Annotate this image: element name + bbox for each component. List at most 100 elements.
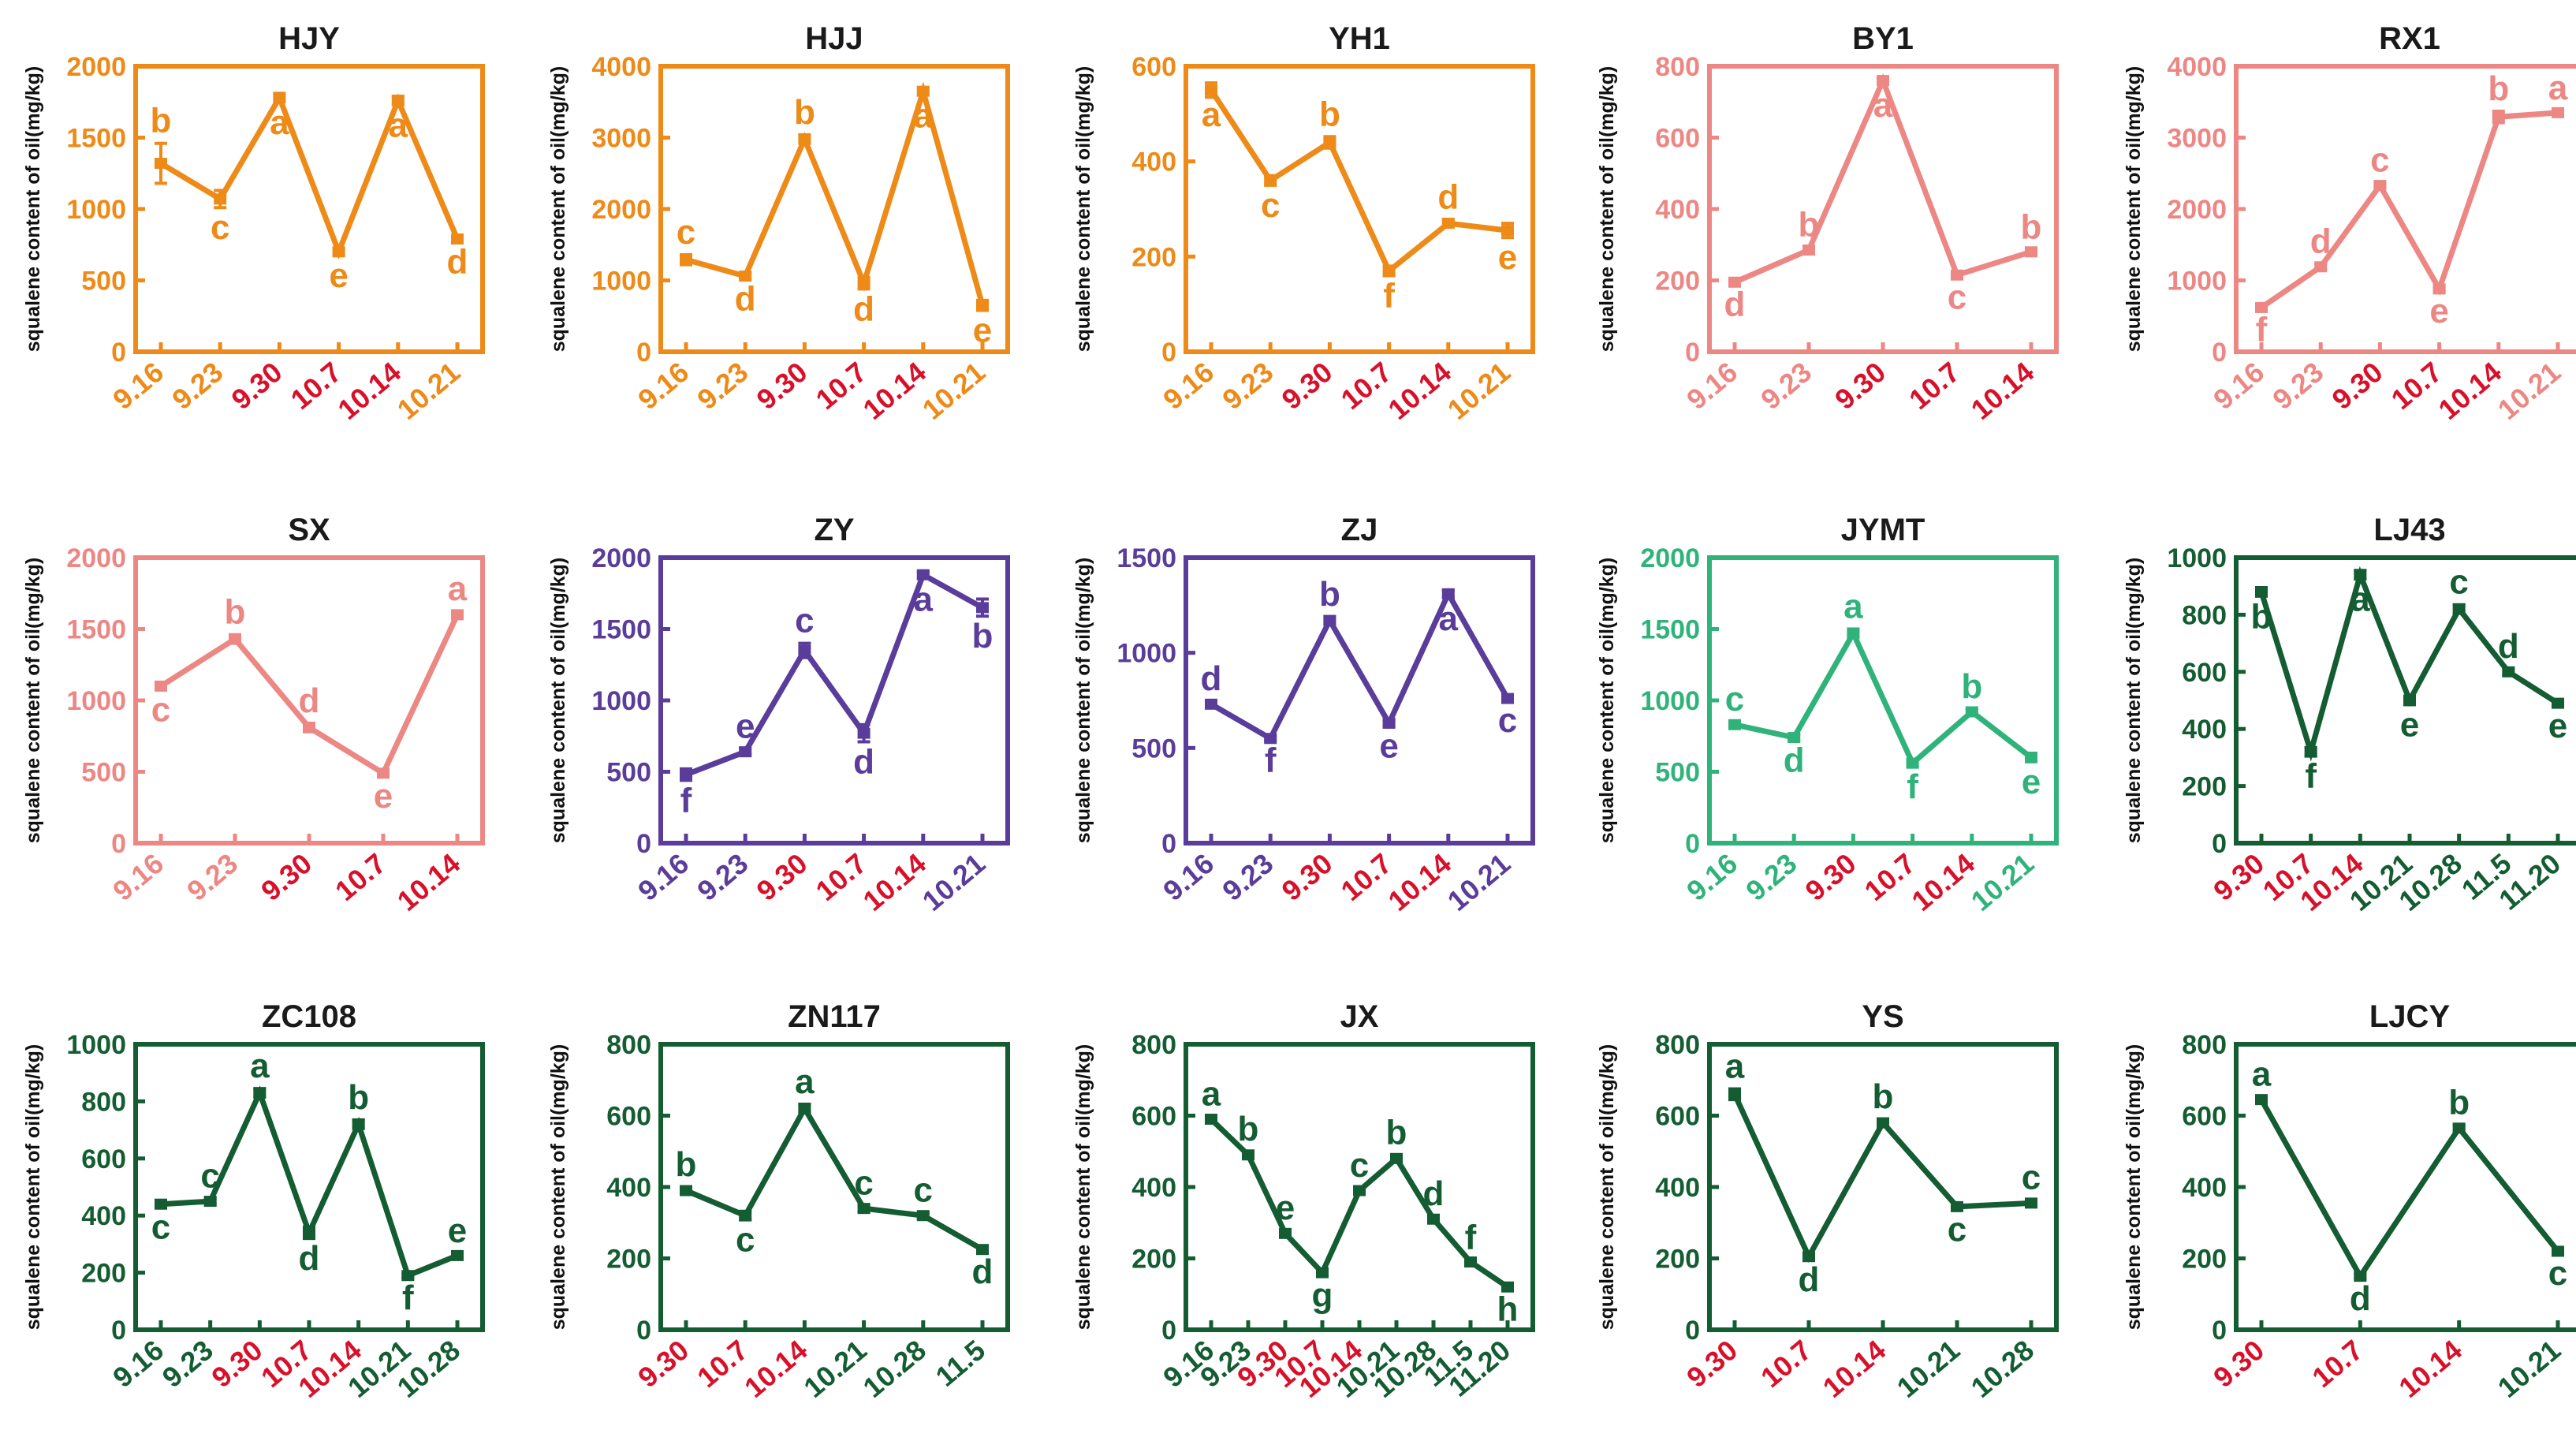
data-point bbox=[2304, 746, 2317, 758]
data-point bbox=[680, 254, 692, 266]
y-tick-label: 600 bbox=[1131, 1102, 1176, 1132]
x-tick-label: 10.7 bbox=[1903, 356, 1966, 416]
significance-letter: d bbox=[447, 243, 468, 282]
significance-letter: d bbox=[853, 742, 874, 781]
x-tick-label: 10.14 bbox=[1382, 356, 1457, 426]
plot-frame bbox=[1184, 64, 1535, 354]
significance-letter: e bbox=[329, 256, 348, 295]
significance-letter: a bbox=[1202, 1074, 1221, 1113]
x-tick-label: 10.21 bbox=[1441, 356, 1516, 426]
significance-letter: c bbox=[1498, 701, 1517, 740]
data-point bbox=[798, 133, 811, 145]
significance-letter: b bbox=[1873, 1077, 1894, 1116]
significance-letter: b bbox=[1799, 205, 1820, 244]
significance-letter: b bbox=[2448, 1084, 2470, 1122]
data-point bbox=[739, 1210, 752, 1222]
chart-panel-zy: ZY squalene content of oil(mg/kg) 0 500 1000… bbox=[547, 513, 1010, 917]
y-tick-label: 0 bbox=[1685, 1316, 1700, 1346]
y-tick-label: 600 bbox=[2182, 658, 2227, 688]
y-tick-label: 800 bbox=[2182, 1030, 2227, 1060]
y-tick-label: 0 bbox=[2212, 338, 2227, 368]
data-point bbox=[1951, 269, 1963, 281]
significance-letter: e bbox=[1276, 1189, 1295, 1227]
y-tick-label: 1500 bbox=[1640, 615, 1700, 645]
y-axis-label: squalene content of oil(mg/kg) bbox=[22, 1044, 44, 1331]
data-point bbox=[1788, 732, 1801, 744]
x-tick-label: 9.23 bbox=[156, 1334, 219, 1394]
significance-letter: e bbox=[2429, 292, 2448, 330]
panel-title: YS bbox=[1862, 999, 1903, 1034]
x-tick-label: 10.7 bbox=[329, 847, 392, 907]
y-axis-label: squalene content of oil(mg/kg) bbox=[1072, 66, 1094, 353]
panel-title: SX bbox=[288, 513, 330, 547]
y-tick-label: 200 bbox=[1131, 1245, 1176, 1275]
y-tick-label: 800 bbox=[606, 1030, 651, 1060]
significance-letter: c bbox=[2449, 563, 2468, 602]
significance-letter: c bbox=[2548, 1254, 2567, 1293]
y-axis-label: squalene content of oil(mg/kg) bbox=[547, 558, 569, 844]
significance-letter: c bbox=[211, 208, 229, 247]
data-point bbox=[2025, 752, 2037, 763]
data-point bbox=[2354, 1271, 2367, 1282]
y-tick-label: 1000 bbox=[66, 686, 126, 716]
x-tick-label: 10.21 bbox=[1965, 847, 2040, 917]
data-point bbox=[2492, 111, 2505, 123]
data-point bbox=[1965, 706, 1978, 718]
significance-letter: c bbox=[677, 213, 695, 252]
significance-letter: c bbox=[1948, 278, 1966, 316]
y-tick-label: 1500 bbox=[1117, 543, 1176, 573]
data-point bbox=[229, 633, 241, 645]
x-tick-label: 9.23 bbox=[691, 356, 754, 416]
data-point bbox=[1242, 1149, 1254, 1161]
data-point bbox=[377, 767, 390, 779]
data-point bbox=[352, 1118, 365, 1130]
x-tick-label: 10.21 bbox=[797, 1334, 872, 1404]
panel-title: YH1 bbox=[1329, 21, 1390, 56]
panel-title: LJCY bbox=[2369, 999, 2451, 1034]
significance-letter: b bbox=[794, 93, 815, 132]
x-tick-label: 10.14 bbox=[857, 356, 932, 426]
significance-letter: e bbox=[2022, 763, 2041, 801]
data-point bbox=[680, 769, 692, 781]
data-point bbox=[916, 85, 930, 97]
data-point bbox=[1382, 265, 1396, 277]
chart-panel-zn117: ZN117 squalene content of oil(mg/kg) 0 200 4… bbox=[547, 999, 1010, 1404]
data-point bbox=[1501, 693, 1514, 704]
y-tick-label: 2000 bbox=[66, 543, 126, 573]
chart-panel-jx: JX squalene content of oil(mg/kg) 0 200 400 6… bbox=[1072, 999, 1535, 1404]
data-point bbox=[1728, 276, 1741, 288]
x-tick-label: 9.30 bbox=[255, 847, 318, 907]
y-axis-label: squalene content of oil(mg/kg) bbox=[1072, 558, 1094, 844]
data-point bbox=[1501, 225, 1514, 237]
significance-letter: a bbox=[270, 103, 289, 142]
significance-letter: e bbox=[1379, 727, 1398, 766]
significance-letter: f bbox=[1465, 1218, 1477, 1256]
y-tick-label: 0 bbox=[111, 338, 126, 368]
significance-letter: c bbox=[2022, 1159, 2041, 1197]
series-line bbox=[2258, 1098, 2560, 1282]
data-point bbox=[798, 1103, 811, 1114]
series-line bbox=[1209, 88, 1508, 275]
data-point bbox=[1728, 1088, 1741, 1100]
significance-letter: e bbox=[2548, 707, 2567, 745]
y-axis-label: squalene content of oil(mg/kg) bbox=[1596, 558, 1618, 844]
plot-frame bbox=[2234, 64, 2576, 354]
data-point bbox=[1906, 757, 1919, 769]
data-point bbox=[1441, 218, 1455, 230]
panel-title: ZY bbox=[814, 513, 854, 547]
y-axis-label: squalene content of oil(mg/kg) bbox=[2123, 558, 2145, 844]
data-point bbox=[451, 233, 464, 245]
x-tick-label: 9.23 bbox=[2266, 356, 2329, 416]
data-point bbox=[2552, 697, 2564, 709]
y-tick-label: 800 bbox=[1655, 1030, 1700, 1060]
data-point bbox=[1847, 627, 1860, 639]
significance-letter: e bbox=[374, 777, 393, 816]
data-point bbox=[976, 1244, 989, 1256]
significance-letter: b bbox=[2488, 69, 2509, 108]
significance-letter: a bbox=[2548, 69, 2568, 107]
significance-letter: a bbox=[389, 106, 408, 144]
y-tick-label: 0 bbox=[2212, 1316, 2227, 1346]
data-point bbox=[2403, 695, 2416, 706]
x-tick-label: 10.14 bbox=[1817, 1334, 1892, 1404]
x-tick-label: 9.23 bbox=[1754, 356, 1817, 416]
